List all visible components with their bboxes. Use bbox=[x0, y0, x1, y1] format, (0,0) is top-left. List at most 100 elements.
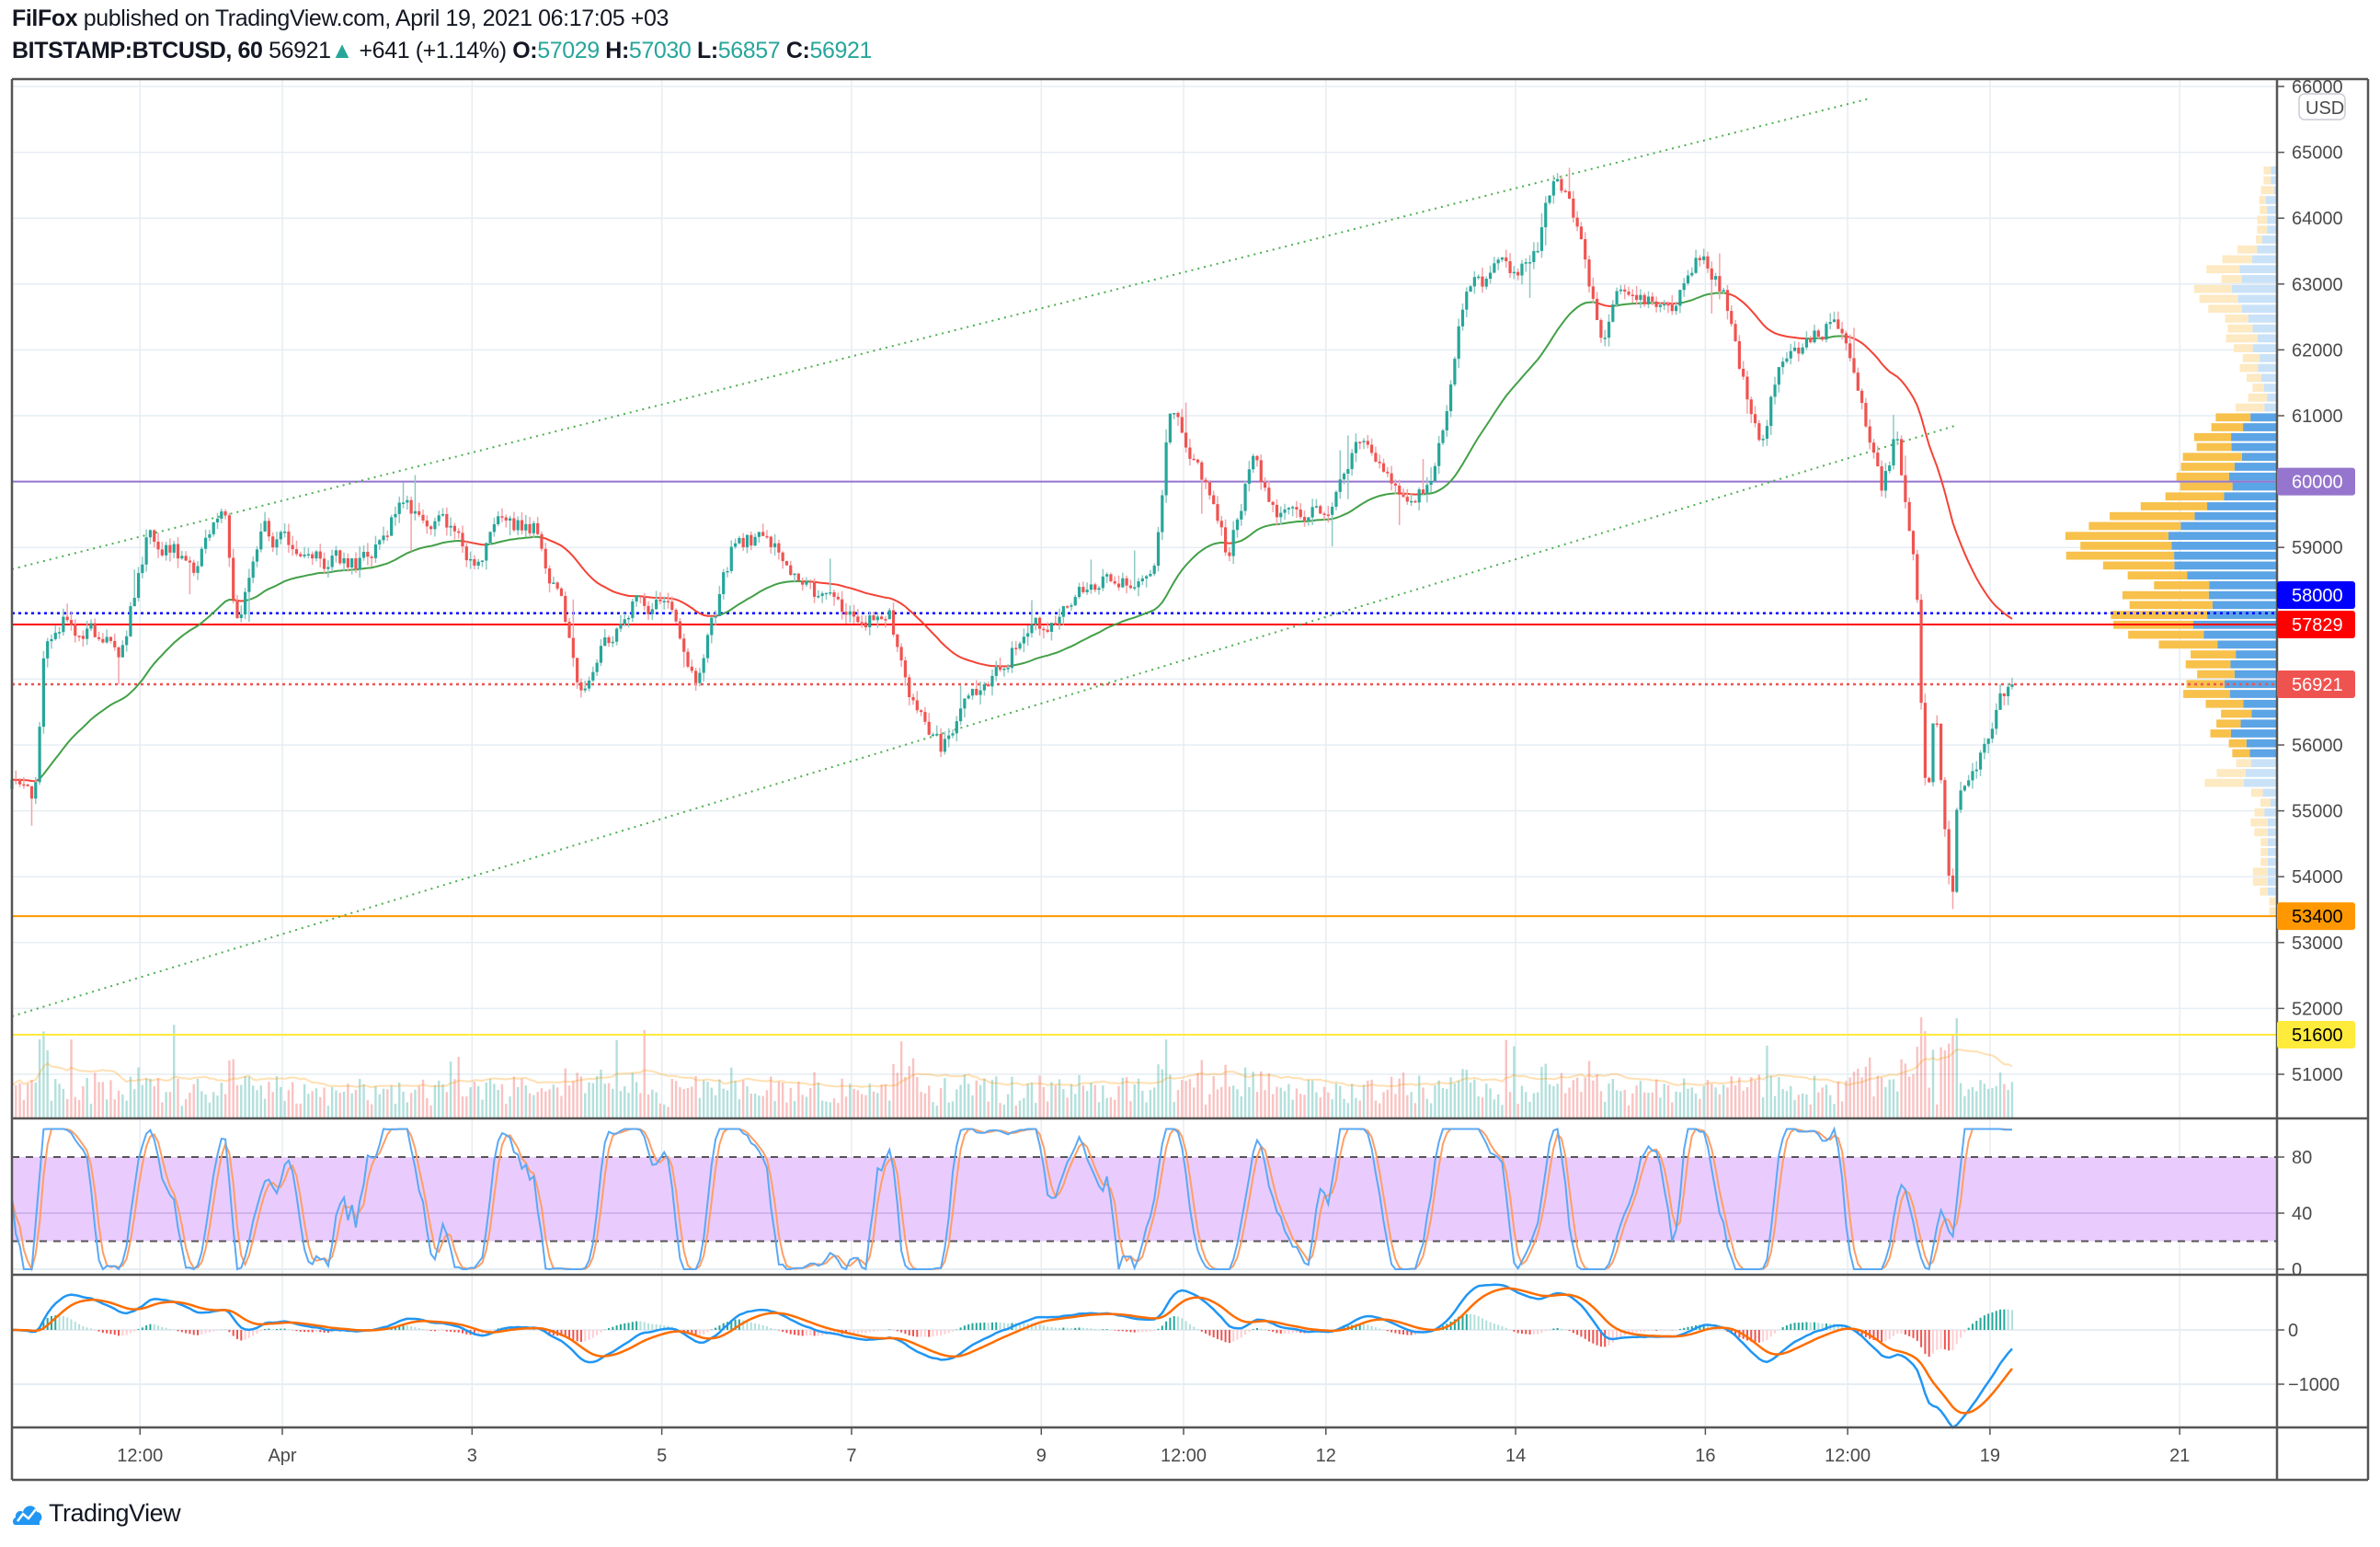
macd-histogram-bar bbox=[1402, 1330, 1405, 1335]
volume-bar bbox=[86, 1078, 88, 1118]
volume-profile-up-bar bbox=[2236, 650, 2277, 659]
macd-histogram-bar bbox=[995, 1322, 998, 1330]
candle-body bbox=[235, 601, 239, 618]
macd-histogram-bar bbox=[990, 1322, 993, 1330]
high-value: 57030 bbox=[628, 38, 692, 63]
candle-body bbox=[1816, 330, 1820, 338]
candle-body bbox=[536, 522, 540, 534]
candle-body bbox=[437, 515, 441, 521]
volume-bar bbox=[674, 1081, 678, 1118]
volume-bar bbox=[1042, 1086, 1046, 1118]
candle-body bbox=[1575, 217, 1579, 227]
candle-body bbox=[176, 544, 180, 559]
volume-bar bbox=[588, 1082, 590, 1118]
volume-bar bbox=[409, 1093, 413, 1118]
macd-histogram-bar bbox=[1208, 1330, 1211, 1336]
candle-body bbox=[1342, 473, 1346, 480]
candle-body bbox=[848, 611, 852, 615]
macd-histogram-bar bbox=[212, 1330, 215, 1332]
price-axis[interactable]: 5100052000530005400055000560005900061000… bbox=[2277, 77, 2355, 1395]
candle-body bbox=[1848, 343, 1852, 359]
volume-profile-up-bar bbox=[2224, 492, 2277, 501]
horizontal-levels[interactable] bbox=[12, 480, 2277, 1037]
candle-body bbox=[243, 591, 247, 615]
candle-body bbox=[1267, 487, 1271, 502]
volume-bar bbox=[283, 1100, 286, 1118]
volume-bar bbox=[963, 1074, 967, 1118]
candle-body bbox=[1809, 338, 1813, 343]
volume-bar bbox=[1635, 1085, 1638, 1118]
candle-body bbox=[1073, 597, 1077, 606]
candle-body bbox=[212, 522, 215, 534]
volume-bar bbox=[813, 1071, 816, 1118]
volume-bar bbox=[624, 1086, 626, 1118]
volume-bar bbox=[837, 1103, 840, 1118]
tradingview-logo[interactable]: TradingView bbox=[12, 1499, 181, 1528]
macd-histogram-bar bbox=[1951, 1330, 1954, 1351]
price-tick-label: 55000 bbox=[2292, 802, 2343, 822]
volume-bar bbox=[1018, 1100, 1022, 1118]
candle-body bbox=[318, 551, 322, 559]
candle-body bbox=[397, 502, 401, 514]
macd-histogram-bar bbox=[639, 1321, 642, 1330]
volume-profile-down-bar bbox=[2102, 561, 2175, 570]
candle-body bbox=[650, 609, 654, 614]
volume-bar bbox=[1615, 1090, 1619, 1118]
volume-bar bbox=[1560, 1072, 1563, 1118]
candle-body bbox=[330, 556, 334, 567]
volume-bar bbox=[1631, 1093, 1634, 1118]
candle-body bbox=[1240, 510, 1243, 520]
candle-body bbox=[662, 601, 666, 602]
macd-histogram-bar bbox=[465, 1330, 468, 1335]
stoch-k-line bbox=[11, 1126, 2012, 1271]
volume-bar bbox=[77, 1099, 81, 1118]
volume-bar bbox=[1548, 1083, 1551, 1118]
volume-bar bbox=[785, 1102, 788, 1118]
volume-bar bbox=[94, 1072, 97, 1118]
volume-bar bbox=[1394, 1094, 1397, 1118]
candle-body bbox=[1402, 494, 1405, 498]
volume-bar bbox=[1437, 1080, 1440, 1118]
volume-bar bbox=[1797, 1094, 1801, 1118]
candle-body bbox=[401, 502, 406, 504]
volume-bar bbox=[192, 1083, 195, 1118]
candle-body bbox=[1722, 290, 1725, 292]
volume-bar bbox=[1114, 1099, 1116, 1118]
volume-bar bbox=[26, 1083, 29, 1118]
volume-bar bbox=[177, 1078, 179, 1118]
volume-bar bbox=[923, 1093, 927, 1118]
macd-histogram-bar bbox=[1790, 1324, 1792, 1330]
price-badge-60000 bbox=[2277, 467, 2355, 496]
macd-histogram-bar bbox=[1678, 1328, 1681, 1330]
candle-body bbox=[1429, 480, 1433, 486]
volume-profile-down-bar bbox=[2122, 590, 2209, 600]
volume-bar bbox=[307, 1094, 310, 1118]
candle-body bbox=[880, 616, 884, 620]
volume-bar bbox=[1833, 1104, 1836, 1118]
volume-bar bbox=[1461, 1069, 1464, 1118]
volume-bar bbox=[564, 1068, 566, 1118]
candle-body bbox=[239, 614, 243, 618]
candle-body bbox=[1682, 283, 1686, 291]
macd-histogram-bar bbox=[742, 1320, 745, 1330]
macd-histogram-bar bbox=[1738, 1330, 1741, 1338]
time-axis[interactable]: 12:00 Apr 3 5 7 9 12:00 12 14 16 12:00 19 21 bbox=[117, 1427, 2190, 1466]
macd-histogram-bar bbox=[141, 1327, 143, 1330]
candle-body bbox=[334, 550, 338, 556]
volume-bar bbox=[1026, 1083, 1029, 1118]
candle-body bbox=[136, 573, 141, 599]
macd-histogram-bar bbox=[462, 1330, 464, 1334]
close-label: C: bbox=[785, 38, 810, 63]
candle-body bbox=[939, 733, 943, 752]
macd-histogram-bar bbox=[1572, 1330, 1574, 1334]
macd-histogram-bar bbox=[1363, 1324, 1366, 1330]
candle-body bbox=[1639, 294, 1642, 301]
ema-line-segment bbox=[1612, 302, 1645, 307]
volume-bar bbox=[125, 1100, 128, 1118]
macd-histogram-bar bbox=[1766, 1330, 1768, 1341]
trend-channel[interactable] bbox=[11, 97, 1959, 1017]
volume-bar bbox=[560, 1095, 563, 1118]
macd-histogram-bar bbox=[1955, 1330, 1958, 1345]
volume-profile-up-bar bbox=[2267, 877, 2277, 886]
